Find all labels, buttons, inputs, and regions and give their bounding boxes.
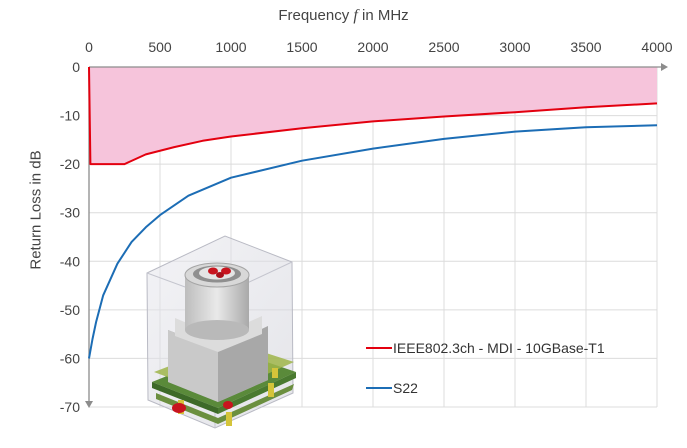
y-tick-label-neg40: -40	[60, 253, 80, 269]
x-tick-label-0: 0	[85, 39, 93, 55]
y-tick-label-neg60: -60	[60, 350, 80, 366]
x-tick-label-2000: 2000	[357, 39, 388, 55]
series-line-ieee-limit	[88, 66, 658, 166]
legend-label-ieee-limit: IEEE802.3ch - MDI - 10GBase-T1	[393, 340, 605, 356]
series-lines	[88, 66, 658, 359]
x-tick-label-1000: 1000	[215, 39, 246, 55]
x-axis-title-variable: f	[353, 7, 358, 24]
y-tick-label-neg70: -70	[60, 399, 80, 415]
series-line-s22	[88, 124, 658, 359]
legend-label-s22: S22	[393, 380, 418, 396]
x-tick-label-1500: 1500	[286, 39, 317, 55]
x-tick-label-3000: 3000	[499, 39, 530, 55]
y-tick-label-0: 0	[72, 59, 80, 75]
limit-shaded-area	[89, 67, 657, 165]
x-axis-title-suffix: in MHz	[357, 7, 409, 24]
y-tick-label-neg10: -10	[60, 108, 80, 124]
y-axis-arrow-icon	[85, 401, 93, 408]
x-axis-arrow-icon	[661, 63, 668, 71]
y-tick-label-neg50: -50	[60, 302, 80, 318]
y-tick-label-neg30: -30	[60, 205, 80, 221]
x-axis-title: Frequency f in MHz	[0, 7, 687, 25]
x-tick-label-500: 500	[148, 39, 172, 55]
y-tick-label-neg20: -20	[60, 156, 80, 172]
x-tick-label-2500: 2500	[428, 39, 459, 55]
x-tick-label-3500: 3500	[570, 39, 601, 55]
x-axis-title-prefix: Frequency	[278, 7, 354, 24]
tick-labels: 0 500 1000 1500 2000 2500 3000 3500 4000 0 -10 -20 -…	[60, 39, 673, 415]
y-axis-title: Return Loss in dB	[27, 150, 45, 270]
connector-3d-render-icon	[146, 235, 296, 429]
legend: IEEE802.3ch - MDI - 10GBase-T1 S22	[366, 340, 605, 396]
x-tick-label-4000: 4000	[641, 39, 672, 55]
